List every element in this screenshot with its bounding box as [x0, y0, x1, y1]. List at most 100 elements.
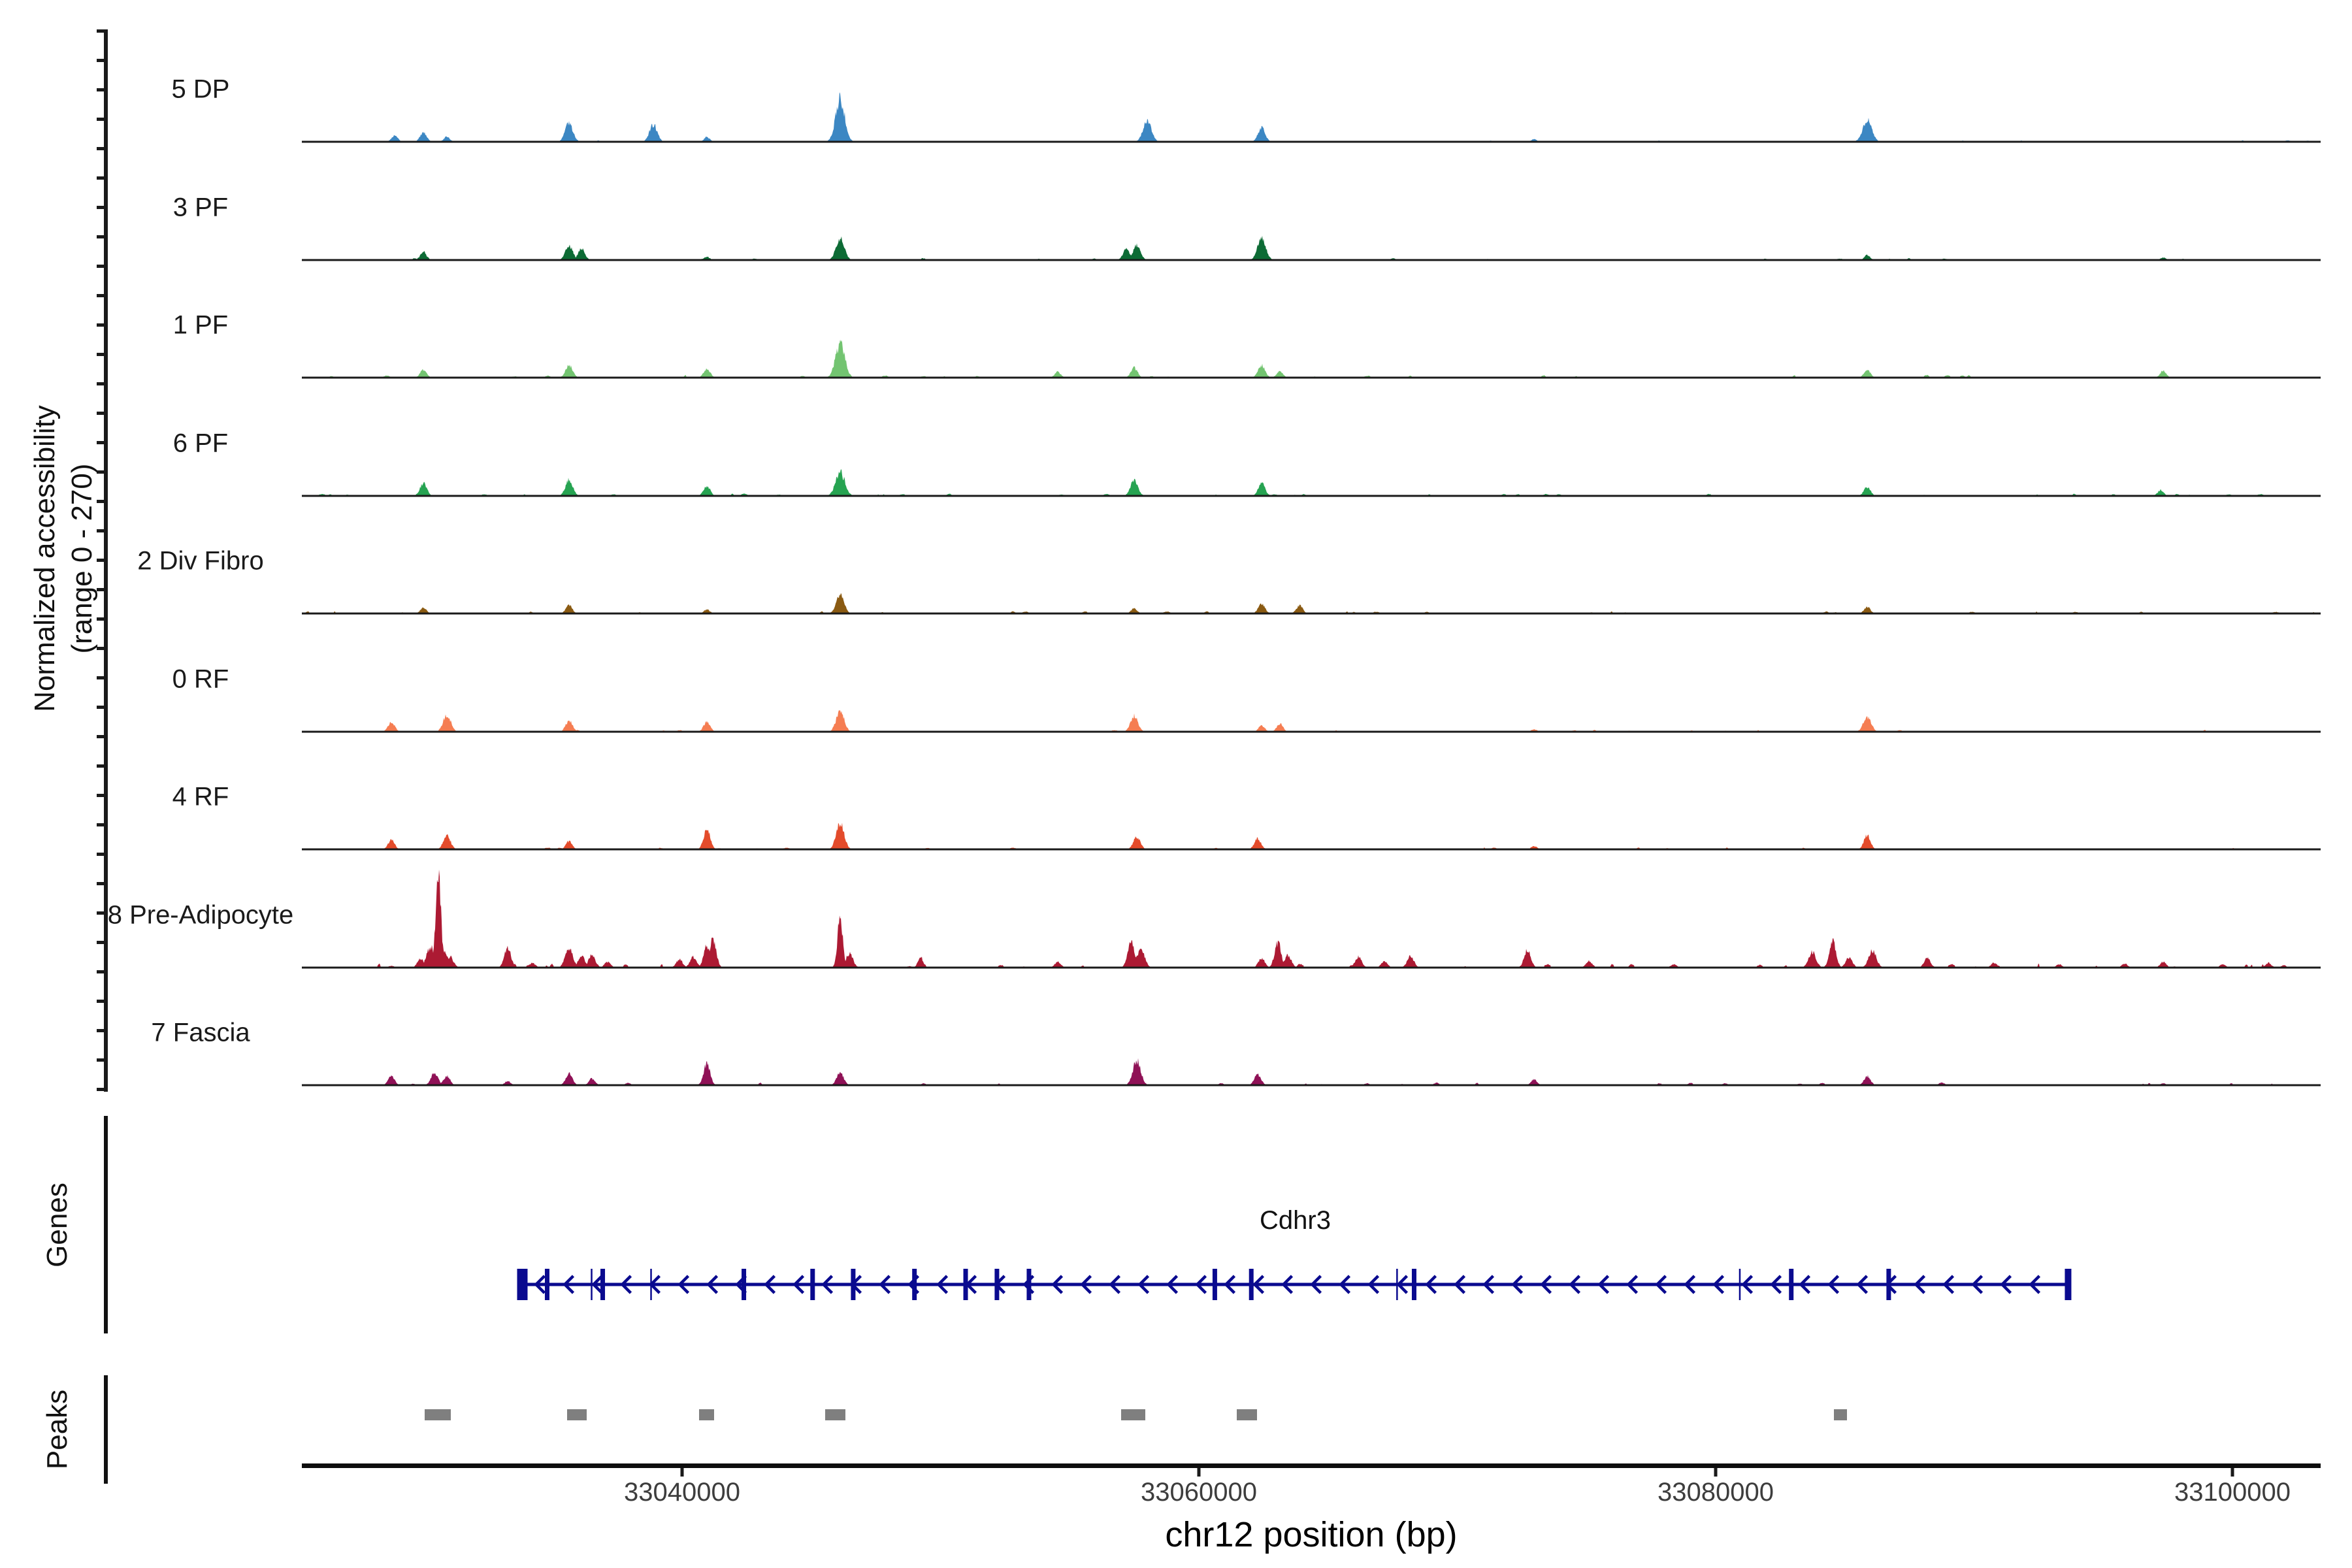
track-baseline	[302, 495, 2321, 497]
strand-arrow-icon	[1540, 1275, 1552, 1294]
strand-arrow-icon	[1425, 1275, 1437, 1294]
track-label: 6 PF	[172, 429, 229, 457]
exon-block	[650, 1269, 652, 1300]
strand-arrow-icon	[1597, 1275, 1610, 1294]
y-axis-label: Normalized accessibility (range 0 - 270)	[26, 405, 101, 711]
strand-arrow-icon	[706, 1275, 719, 1294]
exon-block	[517, 1269, 528, 1300]
peaks-axis-line	[104, 1375, 108, 1484]
y-axis-label-line2: (range 0 - 270)	[66, 463, 98, 654]
strand-arrow-icon	[1684, 1275, 1696, 1294]
coverage-area	[302, 235, 2321, 260]
coverage-track	[302, 1058, 2321, 1086]
strand-arrow-icon	[1137, 1275, 1150, 1294]
strand-arrow-icon	[620, 1275, 632, 1294]
track-baseline	[302, 612, 2321, 615]
strand-arrow-icon	[1971, 1275, 1984, 1294]
exon-block	[1396, 1269, 1398, 1300]
track-label: 3 PF	[172, 193, 229, 221]
exon-block	[742, 1269, 747, 1300]
coverage-area	[302, 468, 2321, 496]
coverage-track	[302, 339, 2321, 379]
track-label: 0 RF	[172, 664, 229, 693]
genes-axis-line	[104, 1116, 108, 1333]
coverage-area	[302, 823, 2321, 849]
strand-arrow-icon	[1051, 1275, 1064, 1294]
coverage-track	[302, 468, 2321, 497]
track-baseline	[302, 140, 2321, 143]
exon-block	[591, 1269, 593, 1300]
strand-arrow-icon	[1166, 1275, 1179, 1294]
exon-block	[994, 1269, 1000, 1300]
strand-arrow-icon	[1942, 1275, 1955, 1294]
strand-arrow-icon	[1741, 1275, 1754, 1294]
strand-arrow-icon	[1396, 1275, 1409, 1294]
peak-interval	[698, 1409, 715, 1420]
track-baseline	[302, 730, 2321, 732]
strand-arrow-icon	[1310, 1275, 1322, 1294]
track-label: 2 Div Fibro	[137, 546, 264, 576]
x-tick-label: 33100000	[2174, 1478, 2291, 1507]
track-label: 7 Fascia	[151, 1018, 250, 1047]
coverage-track	[302, 710, 2321, 732]
strand-arrow-icon	[1252, 1275, 1265, 1294]
peak-interval	[425, 1409, 451, 1420]
strand-arrow-icon	[678, 1275, 690, 1294]
strand-arrow-icon	[879, 1275, 891, 1294]
strand-arrow-icon	[764, 1275, 776, 1294]
x-axis-tick	[1714, 1468, 1718, 1477]
gene-name-label: Cdhr3	[1259, 1206, 1331, 1235]
track-label: 1 PF	[172, 310, 229, 340]
y-axis-ticks	[97, 29, 104, 1092]
strand-arrow-icon	[936, 1275, 949, 1294]
gene-model	[517, 1269, 2072, 1300]
exon-block	[1789, 1269, 1794, 1300]
strand-arrow-icon	[1482, 1275, 1495, 1294]
coverage-track	[302, 593, 2321, 615]
x-axis-title: chr12 position (bp)	[1165, 1515, 1458, 1554]
exon-block	[1026, 1269, 1032, 1300]
strand-arrow-icon	[2000, 1275, 2012, 1294]
track-baseline	[302, 966, 2321, 968]
coverage-area	[302, 1058, 2321, 1085]
strand-arrow-icon	[1569, 1275, 1581, 1294]
strand-arrow-icon	[1712, 1275, 1725, 1294]
track-label: 8 Pre-Adipocyte	[107, 900, 294, 929]
strand-arrow-icon	[1770, 1275, 1782, 1294]
coverage-area	[302, 710, 2321, 732]
strand-arrow-icon	[792, 1275, 805, 1294]
strand-arrow-icon	[1626, 1275, 1639, 1294]
x-axis-tick	[1197, 1468, 1201, 1477]
peak-interval	[1121, 1409, 1145, 1420]
strand-arrow-icon	[1655, 1275, 1667, 1294]
peak-interval	[1833, 1409, 1848, 1420]
strand-arrow-icon	[1281, 1275, 1294, 1294]
strand-arrow-icon	[2029, 1275, 2041, 1294]
track-baseline	[302, 259, 2321, 261]
y-axis-label-line1: Normalized accessibility	[29, 405, 61, 712]
x-axis-line	[302, 1463, 2321, 1468]
exon-block	[912, 1269, 917, 1300]
coverage-area	[302, 593, 2321, 613]
coverage-area	[302, 869, 2321, 968]
track-baseline	[302, 1084, 2321, 1086]
track-baseline	[302, 376, 2321, 379]
strand-arrow-icon	[1339, 1275, 1351, 1294]
coverage-track	[302, 235, 2321, 261]
coverage-track	[302, 869, 2321, 968]
x-axis-tick	[2230, 1468, 2234, 1477]
strand-arrow-icon	[563, 1275, 575, 1294]
coverage-area	[302, 92, 2321, 142]
strand-arrow-icon	[591, 1275, 604, 1294]
x-tick-label: 33060000	[1141, 1478, 1257, 1507]
strand-arrow-icon	[1367, 1275, 1380, 1294]
exon-block	[810, 1269, 815, 1300]
exon-block	[963, 1269, 968, 1300]
coverage-track	[302, 823, 2321, 851]
track-label: 5 DP	[171, 74, 230, 104]
x-tick-label: 33080000	[1658, 1478, 1774, 1507]
strand-arrow-icon	[1914, 1275, 1926, 1294]
exon-block	[1886, 1269, 1891, 1300]
peak-interval	[566, 1409, 587, 1420]
